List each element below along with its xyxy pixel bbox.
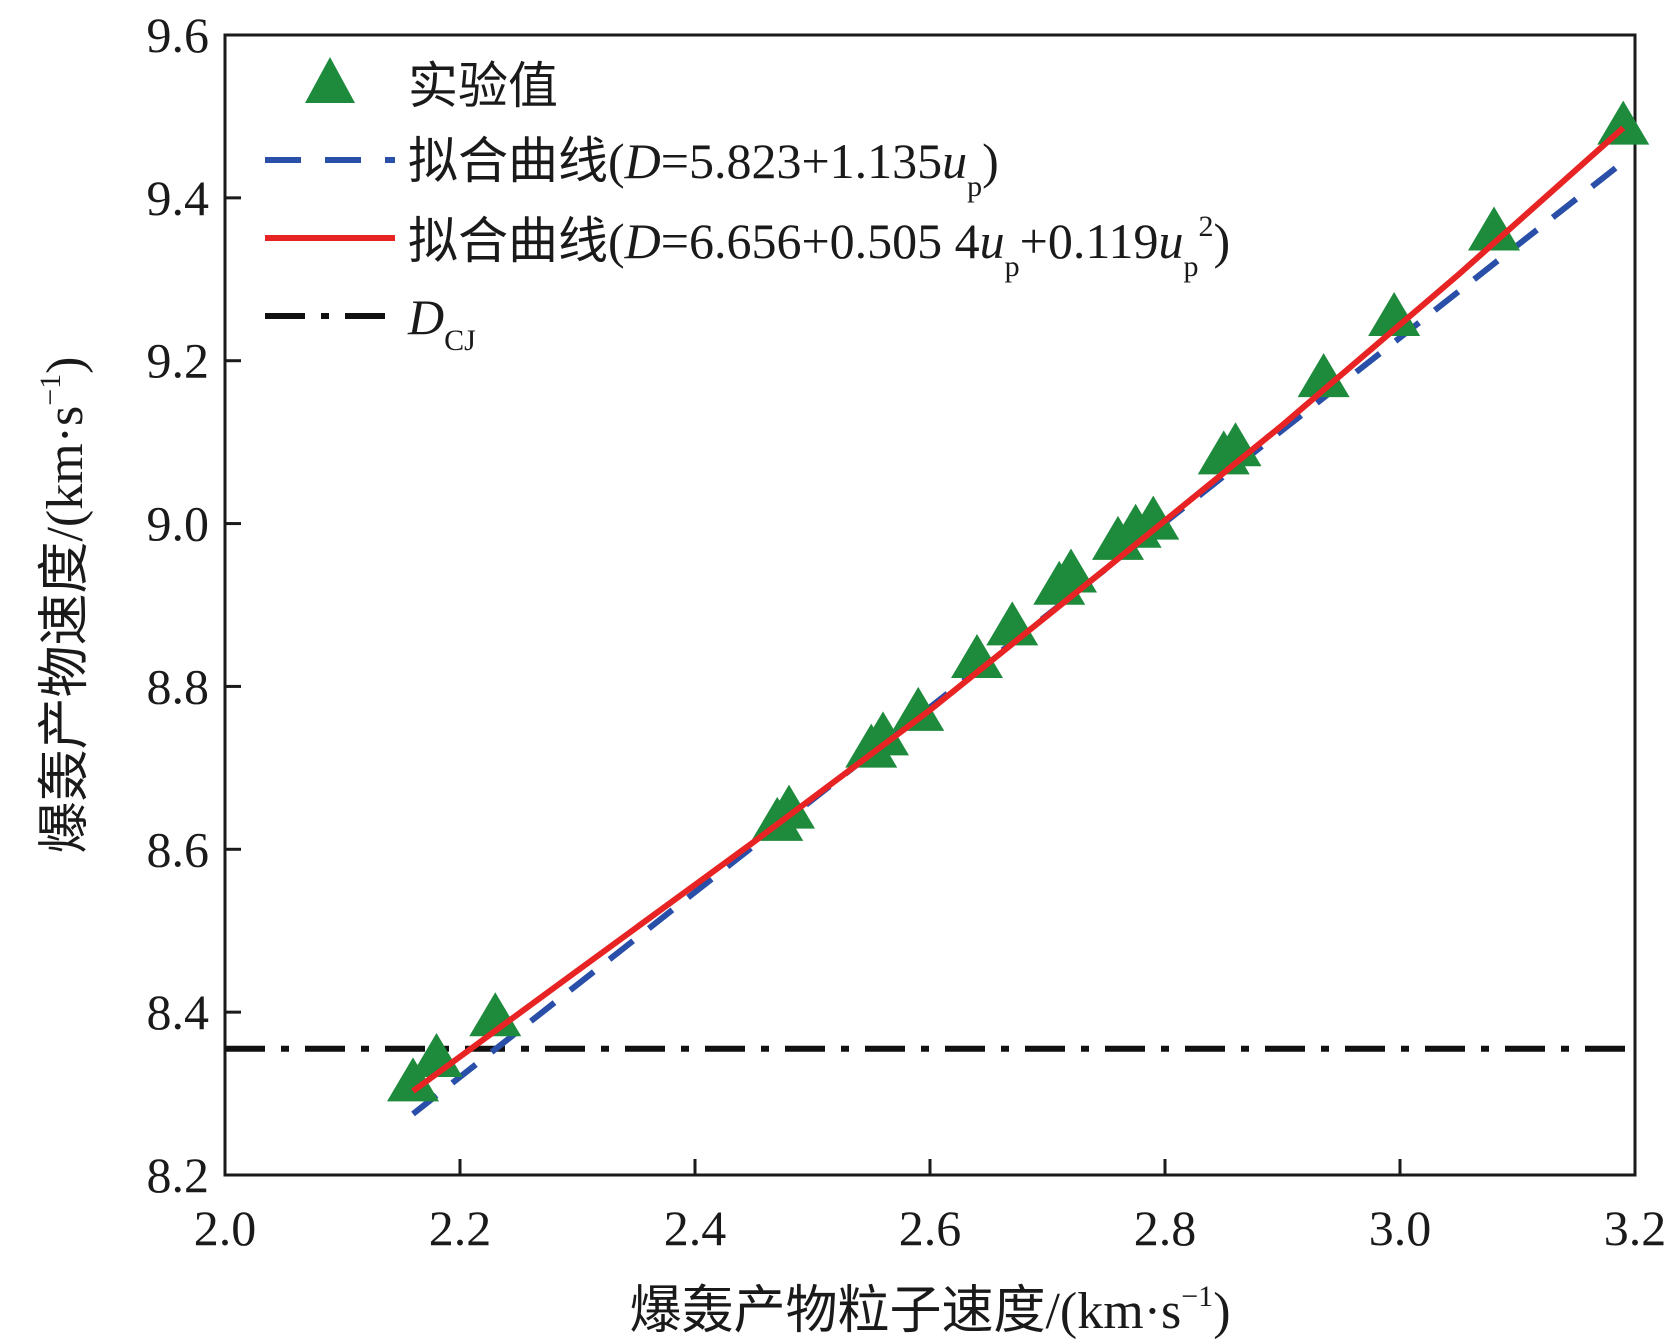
x-tick-label-3: 2.6 xyxy=(899,1200,962,1256)
legend-label-experimental: 实验值 xyxy=(408,58,558,114)
y-tick-label-3: 8.8 xyxy=(147,658,210,714)
y-tick-label-5: 9.2 xyxy=(147,333,210,389)
data-point-4 xyxy=(763,784,815,829)
data-point-7 xyxy=(892,686,945,731)
data-point-2 xyxy=(469,992,522,1037)
quadratic-fit-line xyxy=(411,125,1626,1094)
x-tick-label-1: 2.2 xyxy=(429,1200,492,1256)
data-point-18 xyxy=(1368,292,1421,336)
data-point-17 xyxy=(1297,353,1350,398)
y-tick-label-6: 9.4 xyxy=(147,170,210,226)
legend: 实验值 拟合曲线(D=5.823+1.135up) 拟合曲线(D=6.656+0… xyxy=(265,57,1230,357)
data-point-19 xyxy=(1468,206,1520,251)
y-axis-title: 爆轰产物速度/(km·s−1) xyxy=(34,356,94,853)
x-tick-label-0: 2.0 xyxy=(194,1200,257,1256)
legend-swatch-experimental xyxy=(305,57,355,103)
x-tick-label-5: 3.0 xyxy=(1369,1200,1432,1256)
axis-tick-labels: 2.0 2.2 2.4 2.6 2.8 3.0 3.2 8.2 8.4 8.6 8.8 9.0 9.2 9… xyxy=(147,7,1667,1256)
x-axis-title: 爆轰产物粒子速度/(km·s−1) xyxy=(629,1280,1230,1340)
x-tick-label-4: 2.8 xyxy=(1134,1200,1197,1256)
data-point-0 xyxy=(387,1057,439,1102)
y-tick-label-1: 8.4 xyxy=(147,984,210,1040)
y-tick-label-0: 8.2 xyxy=(147,1147,210,1203)
legend-label-quadratic-fit: 拟合曲线(D=6.656+0.505 4up+0.119up2) xyxy=(408,210,1230,283)
axis-ticks xyxy=(223,33,1637,1177)
y-tick-label-4: 9.0 xyxy=(147,496,210,552)
x-tick-label-2: 2.4 xyxy=(664,1200,727,1256)
y-tick-label-2: 8.6 xyxy=(147,821,210,877)
quadratic-fit-layer xyxy=(411,125,1626,1094)
data-point-14 xyxy=(1127,495,1180,540)
y-tick-label-7: 9.6 xyxy=(147,7,210,63)
data-point-9 xyxy=(986,601,1039,646)
data-point-6 xyxy=(857,711,909,756)
x-tick-label-6: 3.2 xyxy=(1604,1200,1667,1256)
data-point-11 xyxy=(1045,548,1097,593)
plot-frame xyxy=(223,33,1637,1177)
legend-label-linear-fit: 拟合曲线(D=5.823+1.135up) xyxy=(408,133,999,203)
data-point-8 xyxy=(951,634,1003,678)
data-point-20 xyxy=(1597,100,1650,145)
legend-label-dcj: DCJ xyxy=(407,289,476,357)
